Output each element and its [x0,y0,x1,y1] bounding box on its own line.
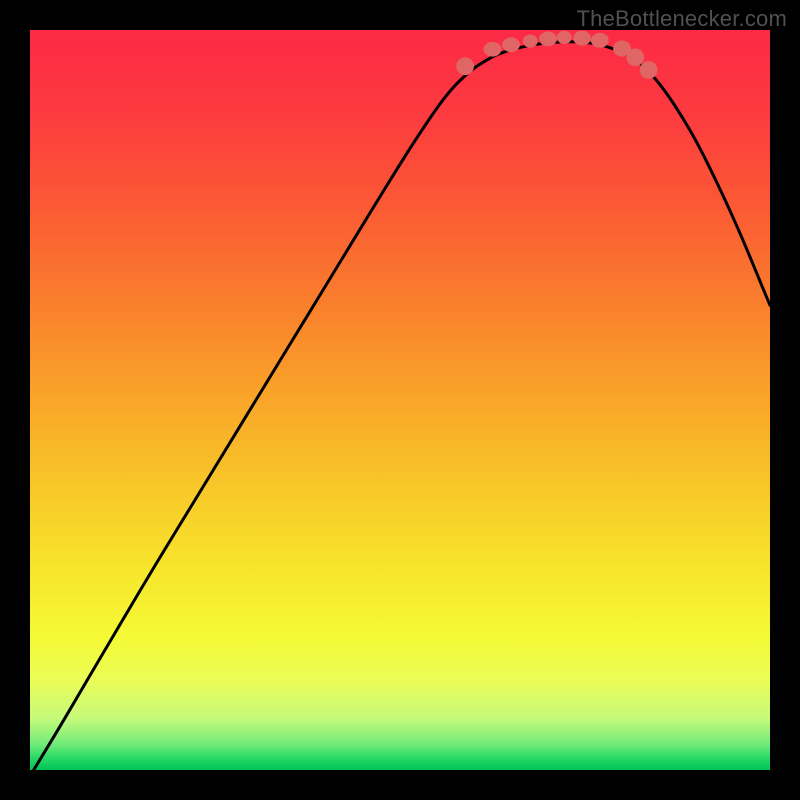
marker-point [523,34,538,47]
marker-point [484,42,502,57]
marker-point [456,57,474,75]
plot-area [30,30,770,770]
marker-point [640,61,658,79]
chart-svg-layer [30,30,770,770]
chart-frame: TheBottlenecker.com [0,0,800,800]
marker-point [573,31,591,46]
marker-point [557,31,572,44]
marker-point [539,31,557,46]
marker-point [591,33,609,48]
watermark-text: TheBottlenecker.com [577,6,787,32]
marker-point [626,49,644,67]
optimal-zone-markers [456,31,657,79]
bottleneck-curve [34,42,770,770]
marker-point [502,37,520,52]
